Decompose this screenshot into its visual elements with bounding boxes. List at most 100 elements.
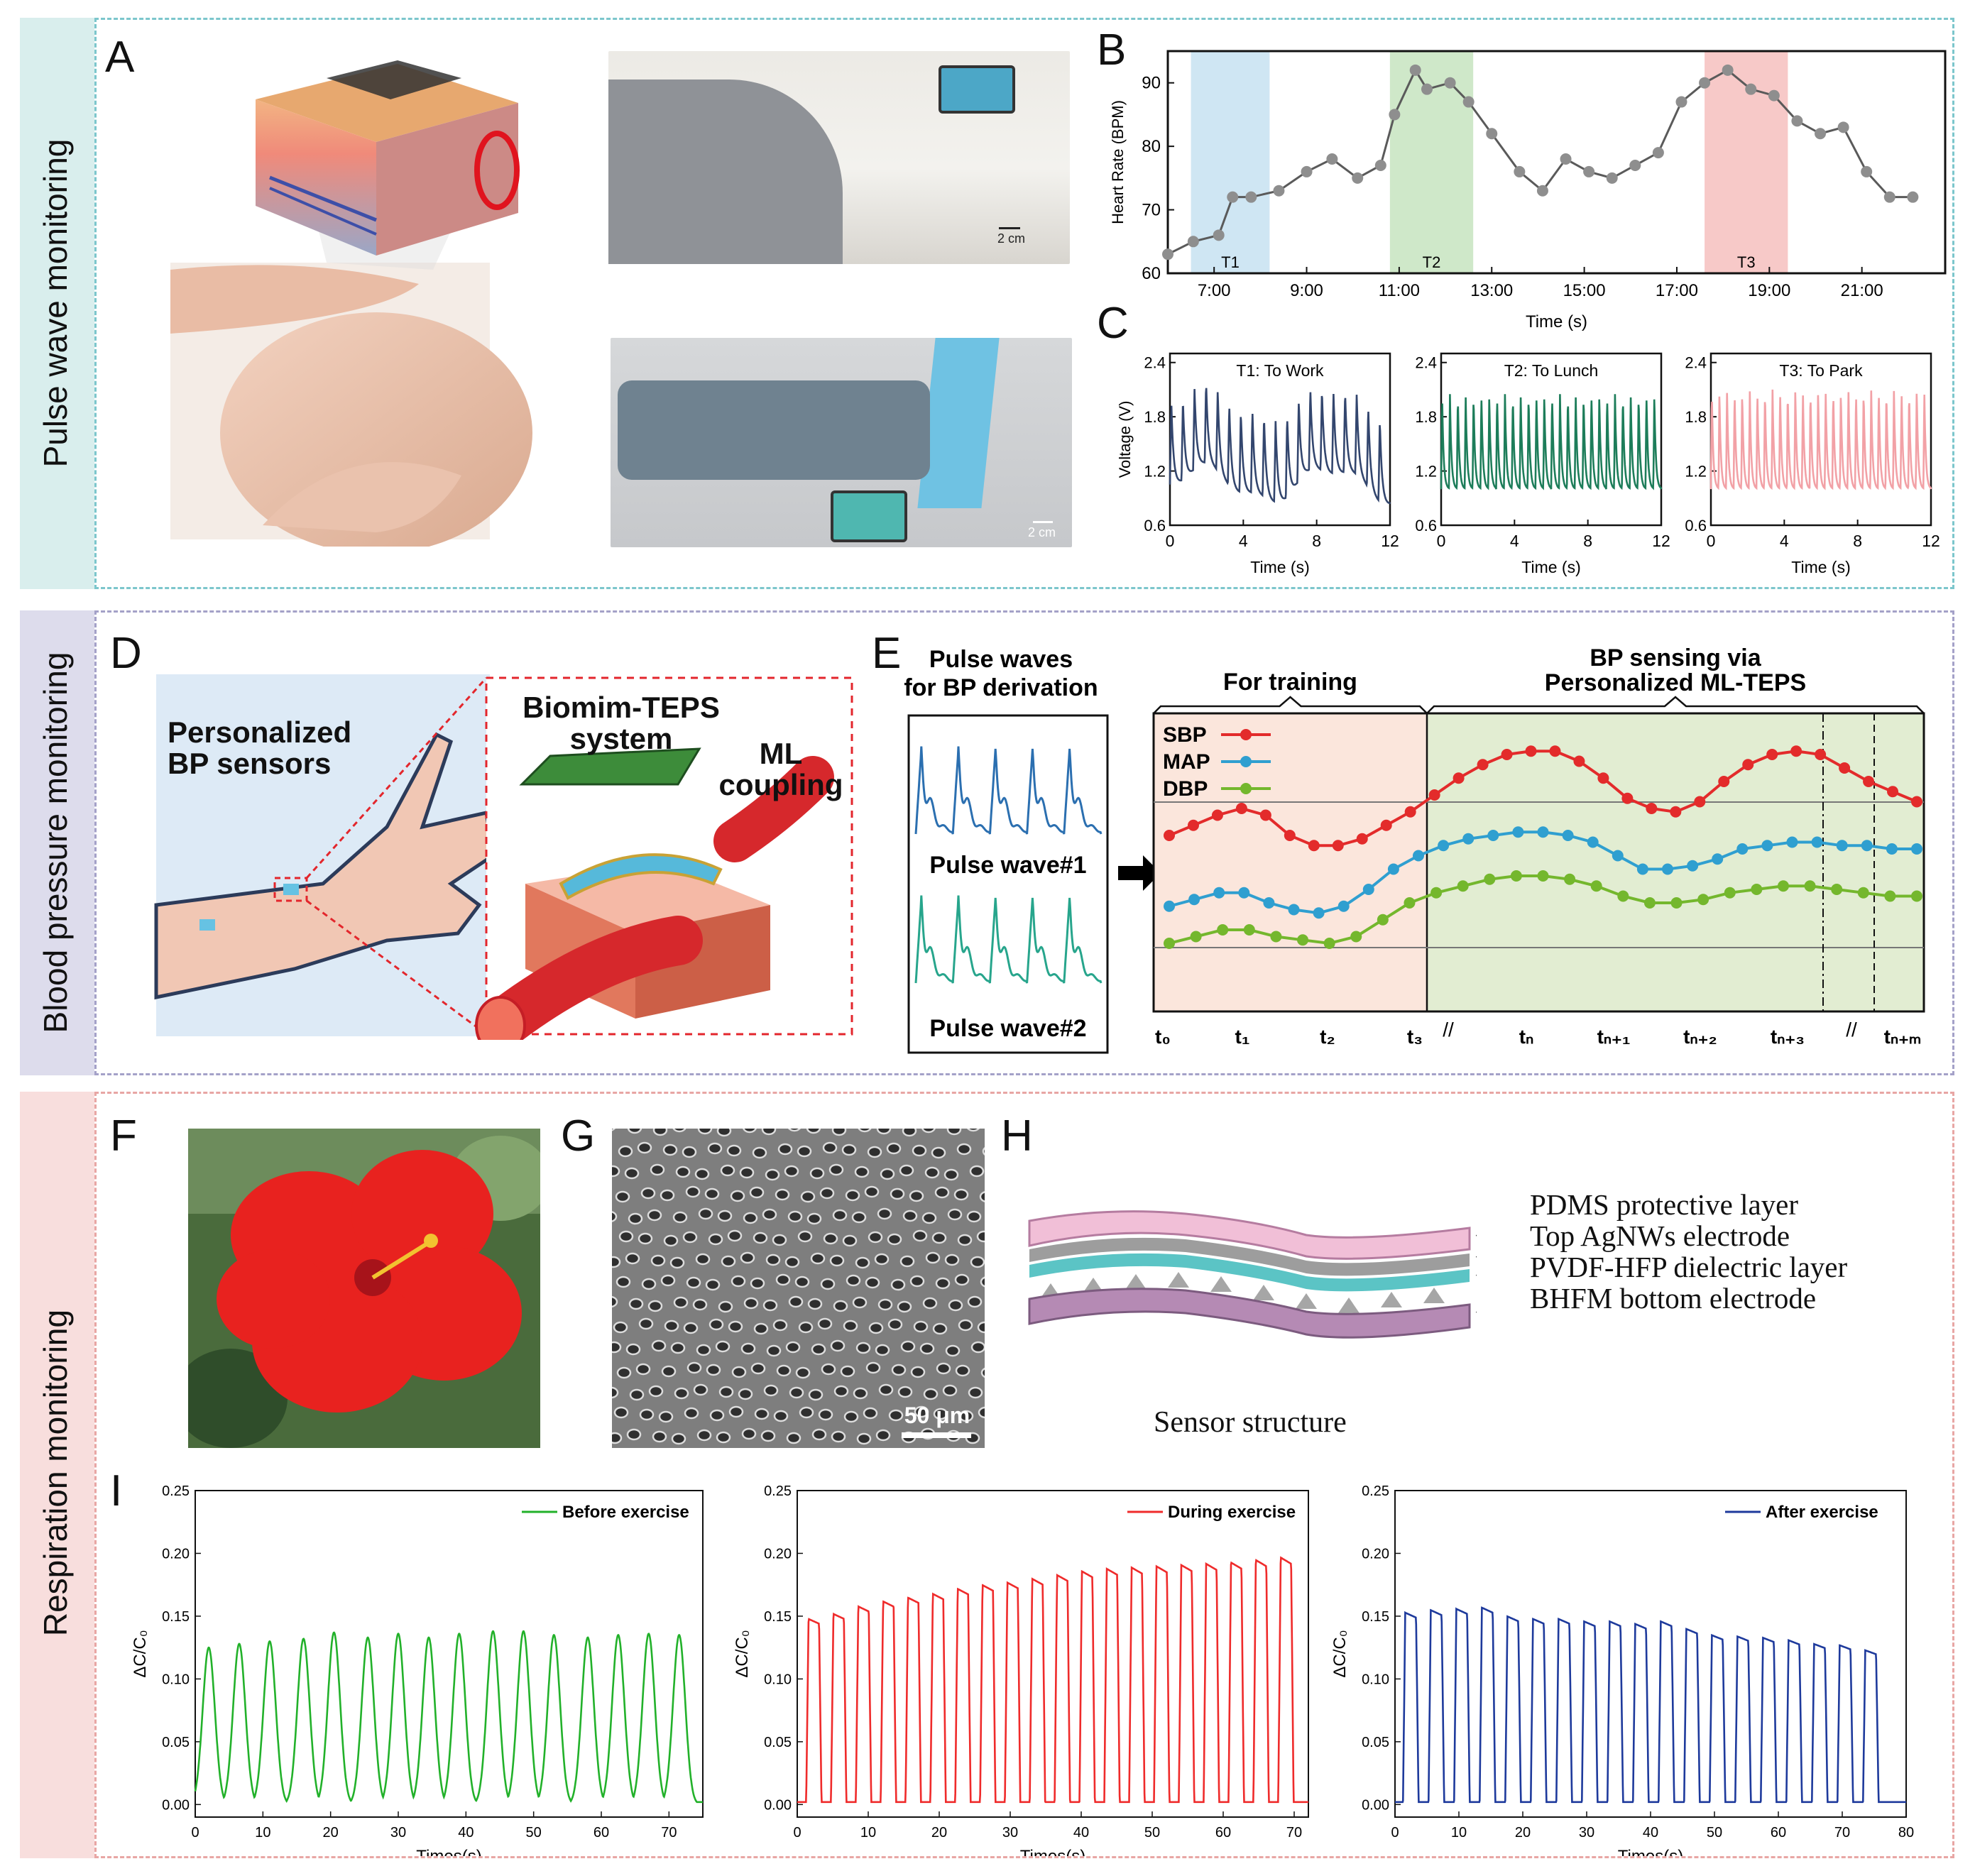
pore [740, 1342, 756, 1355]
x-tick-label: 60 [1215, 1825, 1231, 1841]
pore [696, 1344, 711, 1356]
y-tick-label: 0.10 [162, 1672, 190, 1687]
pore [640, 1187, 656, 1200]
pore [639, 1408, 655, 1421]
x-label: tₙ₊₃ [1771, 1026, 1805, 1048]
y-tick-label: 90 [1142, 74, 1161, 93]
pore [933, 1408, 948, 1420]
pore [672, 1211, 688, 1224]
label-personalized: Personalized BP sensors [168, 717, 351, 779]
pore [809, 1167, 825, 1180]
pore [846, 1274, 861, 1287]
sbp-point [1766, 749, 1778, 760]
pore [795, 1366, 811, 1379]
pore [762, 1299, 778, 1312]
microstructure-cones [1040, 1272, 1445, 1313]
axes-frame-I3 [1394, 1490, 1907, 1818]
pore [669, 1256, 685, 1269]
pore [913, 1320, 929, 1333]
map-point [1313, 907, 1325, 919]
y-tick-label: 2.4 [1144, 354, 1166, 372]
pore [784, 1256, 800, 1268]
dbp-point [1724, 887, 1736, 899]
panel-d-illustration [154, 674, 853, 1040]
pore [953, 1188, 969, 1201]
pore [843, 1320, 858, 1332]
heart-rate-point [1389, 109, 1401, 121]
dbp-point [1457, 880, 1469, 892]
sbp-point [1235, 803, 1247, 814]
pore [647, 1300, 663, 1312]
panel-label-f: F [110, 1112, 137, 1161]
chart-voltage-triplet: T1: To Work 0.6 1.2 1.8 2.4 0 4 8 12 Time (s) Volt… [1116, 352, 1940, 576]
pore [970, 1256, 985, 1268]
x-tick-label: 15:00 [1563, 281, 1606, 300]
region-T1 [1191, 51, 1270, 273]
pore [660, 1189, 675, 1202]
heart-rate-point [1722, 64, 1734, 76]
pore [628, 1298, 644, 1310]
heart-rate-point [1352, 172, 1364, 184]
dbp-point [1804, 880, 1816, 892]
dbp-point [1884, 890, 1896, 902]
scale-text-2: 2 cm [1028, 525, 1056, 539]
dbp-point [1190, 931, 1202, 943]
arm-sensor [199, 919, 215, 931]
dbp-point [1643, 897, 1656, 909]
sbp-point [1911, 796, 1922, 808]
sbp-point [1477, 759, 1489, 771]
legend-label-DBP: DBP [1163, 777, 1208, 801]
pore [841, 1143, 857, 1156]
bp-sensing-line1: BP sensing via [1590, 644, 1761, 671]
x-tick-label: 60 [593, 1825, 609, 1841]
pore [808, 1388, 824, 1401]
pore [673, 1296, 689, 1309]
label-personalized-line2: BP sensors [168, 747, 332, 780]
heart-rate-point [1837, 121, 1849, 133]
x-tick-label: 10 [860, 1825, 876, 1841]
pore [887, 1318, 903, 1331]
pore [955, 1364, 970, 1377]
label-ml-line1: ML [759, 737, 803, 770]
sbp-point [1404, 806, 1416, 818]
scale-label: 50 μm [904, 1403, 970, 1428]
pore [624, 1167, 640, 1180]
pore [684, 1407, 699, 1420]
pore [661, 1365, 677, 1378]
pore [891, 1364, 907, 1376]
vessel-ring [474, 131, 520, 210]
x-tick-label: 10 [255, 1825, 270, 1841]
pore [652, 1430, 667, 1443]
y-axis-label-I1: ΔC/C₀ [131, 1630, 150, 1677]
pore [773, 1410, 789, 1422]
layer-label-pvdf: PVDF-HFP dielectric layer [1530, 1251, 1848, 1283]
pore [672, 1129, 686, 1133]
pore [731, 1366, 747, 1378]
pore [832, 1209, 848, 1222]
layer-label-pdms: PDMS protective layer [1530, 1188, 1799, 1221]
y-tick-label: 2.4 [1415, 354, 1437, 372]
x-tick-label: 30 [1579, 1825, 1594, 1841]
y-tick-label: 0.6 [1144, 517, 1166, 534]
pore [958, 1319, 973, 1332]
y-tick-label: 0.15 [1362, 1609, 1389, 1625]
pore [818, 1408, 833, 1421]
voltage-trace-C2 [1440, 394, 1663, 490]
pore [923, 1388, 939, 1400]
heart-rate-point [1606, 172, 1618, 184]
map-point [1687, 860, 1699, 872]
map-point [1462, 833, 1475, 845]
pore [924, 1166, 940, 1179]
dbp-point [1164, 938, 1175, 949]
dbp-point [1751, 884, 1763, 895]
sensor-patch [327, 60, 461, 99]
pore [693, 1383, 709, 1396]
pore [695, 1253, 711, 1266]
sbp-point [1815, 749, 1827, 760]
pore [969, 1165, 985, 1178]
map-point [1337, 900, 1350, 912]
sbp-point [1839, 762, 1851, 774]
pore [909, 1275, 925, 1288]
map-point [1512, 826, 1524, 838]
pore [958, 1410, 974, 1422]
